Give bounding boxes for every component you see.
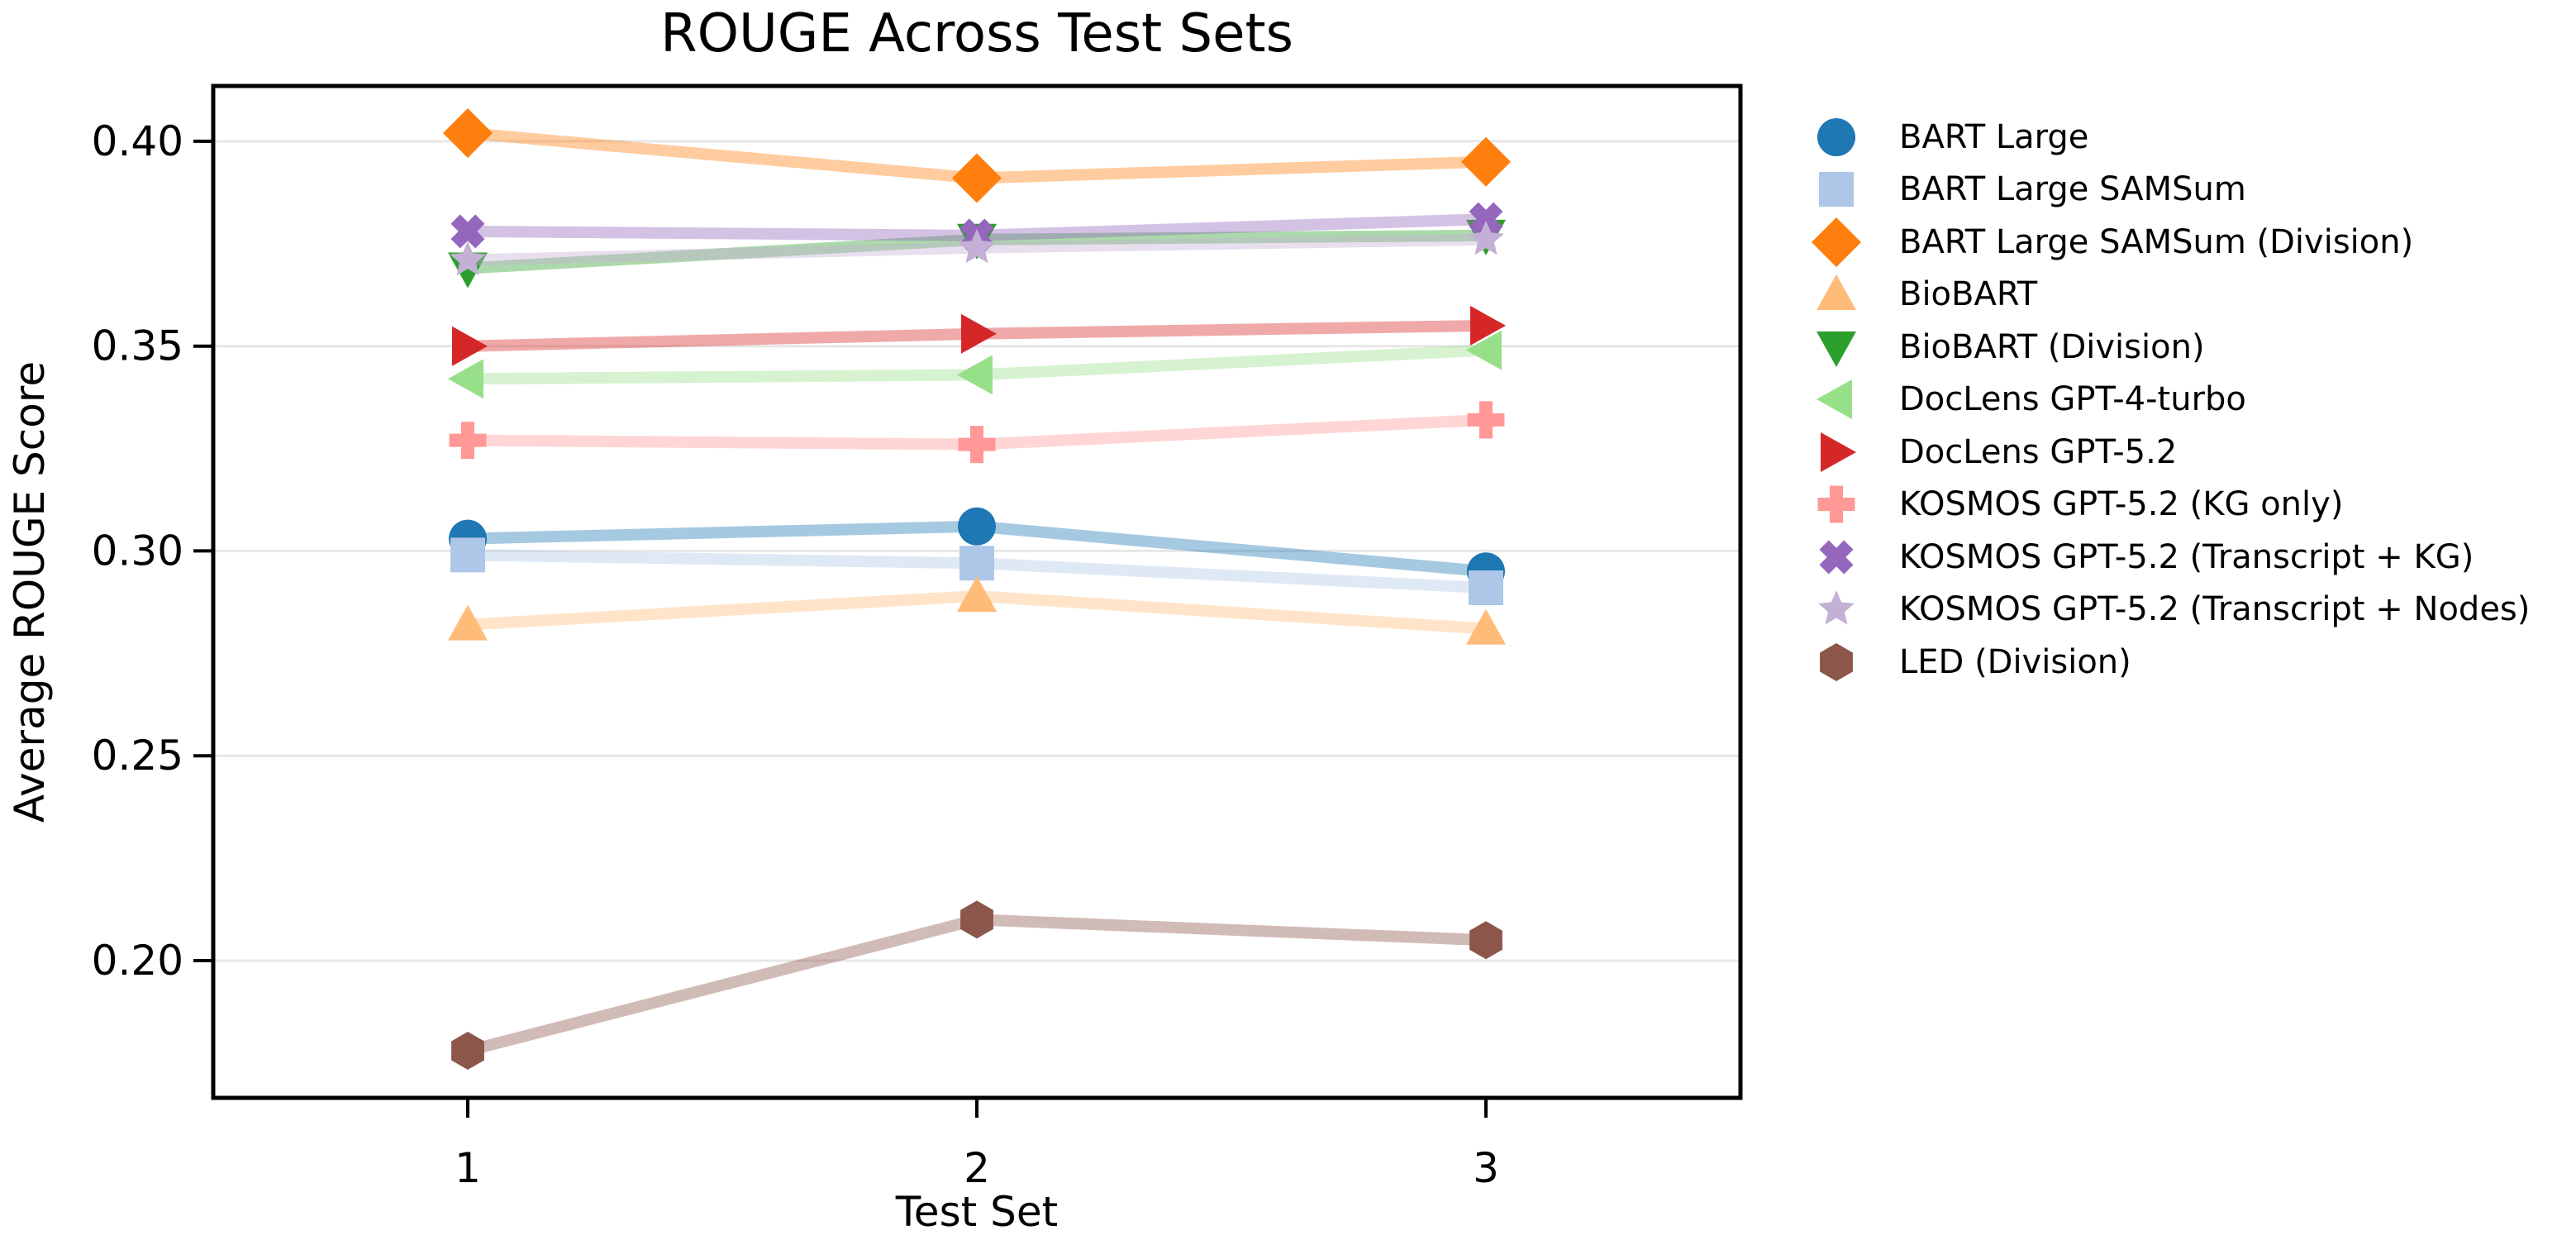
legend-marker-shape [1821,432,1856,472]
triangle-right-marker-icon [1821,432,1856,472]
data-point-marker [958,507,996,546]
data-point-marker [959,546,994,581]
data-point-marker [1467,401,1505,439]
plus-marker-icon [1817,485,1855,523]
legend-item: KOSMOS GPT-5.2 (Transcript + Nodes) [1807,584,2530,637]
data-point-marker [449,422,487,460]
x-axis-label: Test Set [895,1188,1059,1236]
data-point-marker [1466,608,1506,645]
legend-label: BART Large SAMSum [1899,170,2246,209]
legend-label: BART Large [1899,117,2089,156]
series-bart-large-samsum [450,537,1503,605]
x-tick-label: 1 [455,1144,481,1192]
x-tick-label: 2 [964,1144,990,1192]
legend-marker-shape [1817,331,1856,367]
legend-marker-shape [1817,274,1856,311]
data-point-marker [1469,570,1503,605]
legend-marker-shape [1817,117,1855,156]
y-tick-label: 0.40 [92,117,183,165]
data-point-marker [960,900,993,939]
data-point-marker [961,313,997,354]
series-doclens-gpt-5-2 [452,305,1506,366]
legend-label: BioBART (Division) [1899,327,2205,366]
triangle-down-marker-icon [1817,331,1856,367]
legend-item: KOSMOS GPT-5.2 (KG only) [1807,479,2530,532]
legend: BART Large BART Large SAMSum BART Large SA… [1807,111,2530,689]
hexagon-marker-icon [1820,642,1853,681]
legend-item: BART Large [1807,111,2530,164]
series-kosmos-gpt-5-2-transcript-nodes [450,220,1504,276]
data-point-marker [450,537,485,573]
legend-marker-shape [1820,642,1853,681]
data-point-marker [957,355,993,395]
legend-marker-shape [1819,172,1854,208]
triangle-left-marker-icon [1817,379,1852,420]
star-marker-icon [1818,590,1855,625]
data-point-marker [952,153,1002,203]
data-point-marker [1470,305,1506,346]
data-point-marker [959,228,995,264]
legend-label: LED (Division) [1899,642,2131,681]
data-point-marker [450,214,485,249]
data-point-marker [1466,330,1502,370]
legend-marker-shape [1817,485,1855,523]
legend-item: DocLens GPT-5.2 [1807,426,2530,479]
y-tick-label: 0.30 [92,527,183,575]
series-line [462,913,1492,1057]
legend-label: DocLens GPT-4-turbo [1899,380,2246,419]
data-point-marker [451,1032,484,1070]
series-kosmos-gpt-5-2-kg-only [449,401,1505,464]
data-point-marker [1469,202,1503,236]
legend-marker-shape [1819,540,1854,575]
data-point-marker [443,108,493,158]
legend-item: BioBART [1807,269,2530,322]
legend-marker-shape [1818,590,1855,625]
x-marker-icon [1819,540,1854,575]
square-marker-icon [1819,172,1854,208]
legend-label: BioBART [1899,275,2038,314]
legend-label: BART Large SAMSum (Division) [1899,222,2414,261]
series-biobart [448,576,1506,645]
data-point-marker [1468,220,1504,255]
data-point-marker [450,241,486,276]
legend-label: KOSMOS GPT-5.2 (KG only) [1899,485,2344,524]
data-point-marker [448,604,488,641]
legend-label: DocLens GPT-5.2 [1899,432,2178,471]
chart-title: ROUGE Across Test Sets [660,3,1293,64]
series-doclens-gpt-4-turbo [448,330,1502,399]
legend-item: BART Large SAMSum (Division) [1807,216,2530,269]
series-bart-large-samsum-division [443,108,1511,203]
diamond-marker-icon [1812,217,1861,267]
legend-marker-shape [1812,217,1861,267]
data-point-marker [958,426,996,464]
y-tick-label: 0.20 [92,937,183,985]
y-tick-label: 0.35 [92,322,183,370]
data-point-marker [448,252,488,289]
data-point-marker [1461,136,1511,187]
ticks: 0.40 0.35 0.30 0.25 0.20 1 2 3 [92,117,1499,1192]
triangle-up-marker-icon [1817,274,1856,311]
legend-item: BART Large SAMSum [1807,164,2530,217]
data-point-marker [452,326,488,366]
data-point-marker [448,359,483,399]
circle-marker-icon [1817,117,1855,156]
legend-item: LED (Division) [1807,636,2530,689]
legend-marker-shape [1817,379,1852,420]
series-led-division [451,900,1502,1070]
legend-label: KOSMOS GPT-5.2 (Transcript + Nodes) [1899,590,2531,629]
data-point-marker [957,576,997,612]
legend-item: DocLens GPT-4-turbo [1807,374,2530,427]
legend-item: KOSMOS GPT-5.2 (Transcript + KG) [1807,531,2530,584]
legend-item: BioBART (Division) [1807,321,2530,374]
legend-label: KOSMOS GPT-5.2 (Transcript + KG) [1899,537,2474,576]
y-tick-label: 0.25 [92,732,183,780]
x-tick-label: 3 [1473,1144,1499,1192]
data-point-marker [1469,921,1502,960]
